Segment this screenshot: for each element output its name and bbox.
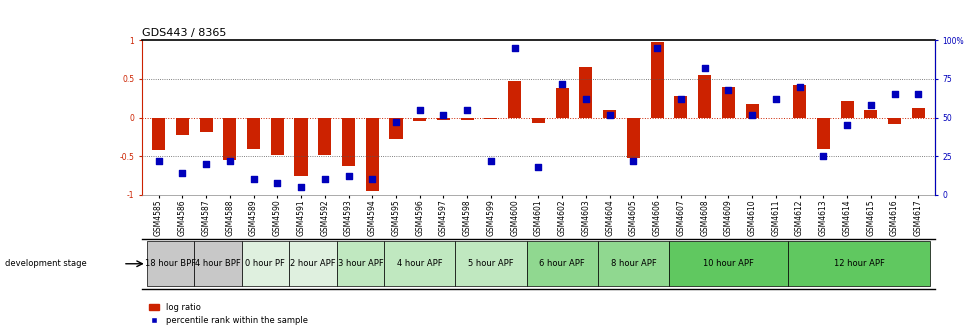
Point (364, 177, 379, 182)
Point (198, 161, 213, 167)
Point (340, 174, 356, 179)
Bar (223, 118, 236, 160)
FancyBboxPatch shape (336, 241, 383, 286)
Bar (461, 118, 473, 120)
Point (815, 154, 830, 159)
Legend: log ratio, percentile rank within the sample: log ratio, percentile rank within the sa… (146, 300, 311, 329)
Text: 4 hour APF: 4 hour APF (396, 259, 442, 268)
Bar (816, 118, 829, 149)
Bar (341, 118, 355, 166)
Point (245, 177, 261, 182)
Text: 10 hour APF: 10 hour APF (702, 259, 753, 268)
Point (791, 84, 807, 89)
Bar (911, 108, 924, 118)
Point (720, 87, 735, 92)
Point (174, 171, 190, 176)
FancyBboxPatch shape (787, 241, 929, 286)
Bar (152, 118, 165, 150)
Bar (200, 118, 212, 131)
Point (222, 158, 238, 164)
Text: 3 hour APF: 3 hour APF (337, 259, 382, 268)
Text: 8 hour APF: 8 hour APF (610, 259, 655, 268)
Point (863, 102, 878, 108)
Bar (887, 118, 900, 124)
Bar (176, 118, 189, 135)
Bar (602, 110, 615, 118)
Point (625, 158, 641, 164)
Bar (508, 81, 520, 118)
Bar (840, 100, 853, 118)
FancyBboxPatch shape (383, 241, 455, 286)
Text: development stage: development stage (5, 259, 87, 268)
Bar (389, 118, 402, 139)
FancyBboxPatch shape (668, 241, 787, 286)
Bar (246, 118, 260, 149)
FancyBboxPatch shape (194, 241, 242, 286)
Bar (792, 85, 805, 118)
FancyBboxPatch shape (526, 241, 598, 286)
Bar (366, 118, 378, 191)
Bar (626, 118, 640, 158)
Bar (650, 42, 663, 118)
Point (435, 112, 451, 117)
Bar (318, 118, 331, 155)
Point (459, 107, 474, 113)
Bar (436, 118, 450, 120)
Bar (413, 118, 425, 121)
Bar (271, 118, 284, 155)
Text: 18 hour BPF: 18 hour BPF (145, 259, 196, 268)
Text: 4 hour BPF: 4 hour BPF (195, 259, 241, 268)
Bar (579, 68, 592, 118)
Point (292, 184, 308, 190)
Point (530, 164, 546, 170)
Bar (531, 118, 545, 123)
Bar (697, 75, 710, 118)
FancyBboxPatch shape (598, 241, 668, 286)
Point (673, 96, 689, 102)
Point (910, 92, 925, 97)
Bar (484, 118, 497, 119)
Point (554, 81, 569, 86)
Text: 6 hour APF: 6 hour APF (539, 259, 585, 268)
FancyBboxPatch shape (242, 241, 289, 286)
Point (482, 158, 498, 164)
FancyBboxPatch shape (289, 241, 336, 286)
Point (768, 96, 783, 102)
Point (601, 112, 617, 117)
Bar (721, 87, 734, 118)
Text: 12 hour APF: 12 hour APF (832, 259, 883, 268)
Bar (745, 104, 758, 118)
Bar (556, 88, 568, 118)
Point (838, 123, 854, 128)
FancyBboxPatch shape (455, 241, 526, 286)
Point (151, 158, 166, 164)
Point (886, 92, 902, 97)
Point (269, 180, 285, 185)
Point (743, 112, 759, 117)
Point (317, 177, 333, 182)
Text: 2 hour APF: 2 hour APF (289, 259, 335, 268)
Point (578, 96, 594, 102)
Point (696, 66, 712, 71)
Point (648, 45, 664, 51)
Text: GDS443 / 8365: GDS443 / 8365 (142, 28, 226, 38)
Bar (864, 110, 876, 118)
FancyBboxPatch shape (147, 241, 194, 286)
Point (507, 45, 522, 51)
Text: 0 hour PF: 0 hour PF (245, 259, 285, 268)
Point (412, 107, 427, 113)
Text: 5 hour APF: 5 hour APF (467, 259, 513, 268)
Bar (294, 118, 307, 175)
Bar (674, 96, 687, 118)
Point (387, 120, 403, 125)
